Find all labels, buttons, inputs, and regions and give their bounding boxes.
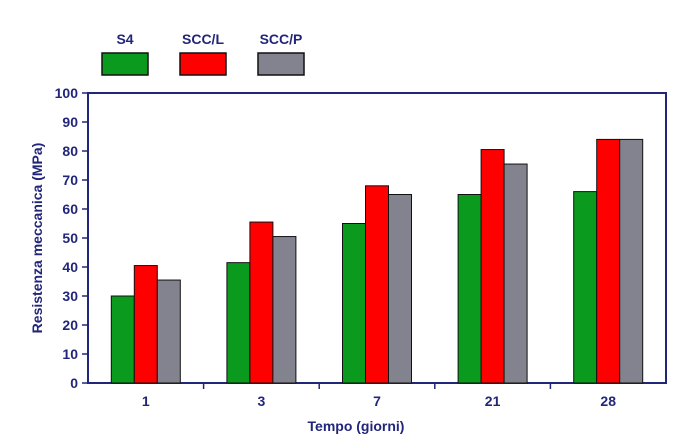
bar-s4-3 <box>226 262 251 384</box>
bar-scc-p-28 <box>619 138 644 384</box>
y-tick-label: 60 <box>62 201 78 217</box>
bar-scc-l-3 <box>249 221 274 384</box>
legend: S4 SCC/L SCC/P <box>101 31 305 76</box>
y-tick-label: 80 <box>62 143 78 159</box>
x-axis-label: Tempo (giorni) <box>308 418 405 434</box>
y-tick-label: 100 <box>55 85 79 101</box>
x-tick-label: 7 <box>373 393 381 409</box>
legend-label: SCC/L <box>182 31 224 47</box>
bar-s4-28 <box>573 191 598 384</box>
bar-scc-p-21 <box>503 163 528 384</box>
y-tick-label: 10 <box>62 346 78 362</box>
x-axis: 1 3 7 21 28 <box>142 383 616 409</box>
y-tick-label: 50 <box>62 230 78 246</box>
bar-scc-l-21 <box>480 149 505 384</box>
bar-s4-7 <box>342 223 366 384</box>
bar-s4-1 <box>110 295 135 384</box>
bar-s4-21 <box>457 194 482 384</box>
bar-scc-p-3 <box>272 236 297 384</box>
x-tick-label: 21 <box>485 393 501 409</box>
y-axis: 0 10 20 30 40 50 60 70 80 90 100 <box>55 85 88 391</box>
x-tick-label: 3 <box>258 393 266 409</box>
x-tick-label: 1 <box>142 393 150 409</box>
bar-scc-l-7 <box>365 185 389 384</box>
legend-swatch <box>257 52 305 76</box>
x-tick-label: 28 <box>600 393 616 409</box>
bar-scc-l-1 <box>133 265 158 384</box>
y-tick-label: 40 <box>62 259 78 275</box>
y-axis-label: Resistenza meccanica (MPa) <box>29 143 45 334</box>
bar-scc-p-1 <box>156 279 181 384</box>
y-tick-label: 30 <box>62 288 78 304</box>
y-tick-label: 0 <box>70 375 78 391</box>
legend-label: S4 <box>116 31 133 47</box>
bar-scc-p-7 <box>388 194 412 384</box>
legend-label: SCC/P <box>260 31 303 47</box>
y-tick-label: 20 <box>62 317 78 333</box>
y-tick-label: 90 <box>62 114 78 130</box>
legend-swatch <box>179 52 227 76</box>
bar-scc-l-28 <box>596 138 621 384</box>
bars <box>110 138 644 384</box>
legend-swatch <box>101 52 149 76</box>
y-tick-label: 70 <box>62 172 78 188</box>
